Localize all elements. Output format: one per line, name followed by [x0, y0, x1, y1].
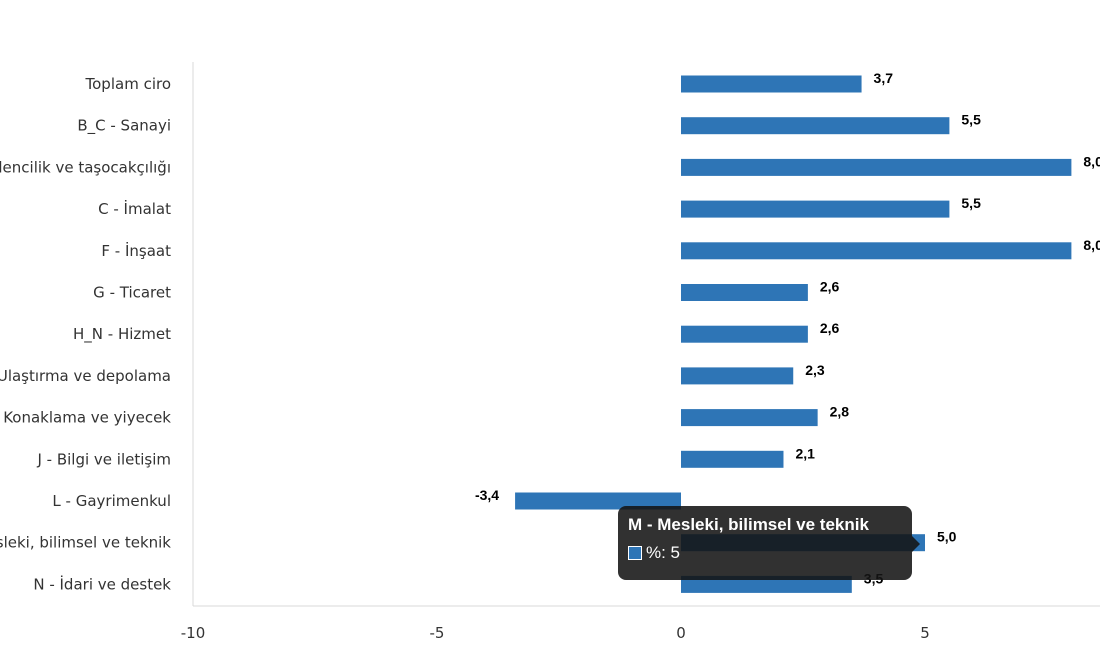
bar[interactable]	[681, 200, 950, 218]
x-tick-label: -10	[181, 624, 206, 642]
data-label: 2,1	[795, 445, 815, 461]
data-label: 3,7	[874, 70, 894, 86]
bar[interactable]	[681, 284, 808, 301]
category-label: N - İdari ve destek	[33, 574, 171, 593]
category-label: C - İmalat	[98, 199, 171, 218]
category-label: Toplam ciro	[85, 75, 171, 93]
category-label: G - Ticaret	[93, 284, 171, 302]
data-label: 2,6	[820, 320, 840, 336]
bar[interactable]	[681, 75, 862, 93]
category-label: M - Mesleki, bilimsel ve teknik	[0, 534, 171, 552]
x-tick-labels: -10 -5 0 5	[181, 624, 930, 642]
category-label: L - Gayrimenkul	[52, 492, 171, 510]
chart-tooltip: M - Mesleki, bilimsel ve teknik %: 5	[618, 506, 920, 580]
x-tick-label: 0	[676, 624, 686, 642]
category-labels: Toplam ciro B_C - Sanayi B - Madencilik ve…	[0, 75, 171, 593]
category-label: F - İnşaat	[101, 241, 171, 260]
data-label: -3,4	[475, 487, 499, 503]
data-label: 2,6	[820, 279, 840, 295]
data-label: 5,0	[937, 529, 957, 545]
bar[interactable]	[681, 450, 784, 468]
bar[interactable]	[681, 367, 794, 385]
data-label: 5,5	[961, 112, 981, 128]
bar[interactable]	[515, 492, 681, 510]
bar[interactable]	[681, 117, 950, 135]
category-label: B_C - Sanayi	[77, 117, 171, 136]
bar[interactable]	[681, 575, 852, 593]
data-label: 8,0	[1083, 153, 1100, 169]
bar[interactable]	[681, 325, 808, 343]
tooltip-row: %: 5	[628, 543, 902, 563]
bar[interactable]	[681, 409, 818, 427]
category-label: H - Ulaştırma ve depolama	[0, 367, 171, 385]
category-label: J - Bilgi ve iletişim	[36, 450, 171, 468]
data-label: 8,0	[1083, 237, 1100, 253]
bar[interactable]	[681, 158, 1072, 176]
tooltip-title: M - Mesleki, bilimsel ve teknik	[628, 515, 869, 534]
data-label: 5,5	[961, 195, 981, 211]
bar[interactable]	[681, 242, 1072, 260]
tooltip-series-value: %: 5	[646, 543, 681, 562]
tooltip-pointer	[912, 536, 920, 552]
category-label: H_N - Hizmet	[73, 325, 171, 344]
data-label: 2,8	[830, 404, 850, 420]
data-label: 2,3	[805, 362, 825, 378]
data-labels: 3,75,58,05,58,02,62,62,32,82,1-3,45,03,5	[475, 70, 1100, 586]
tooltip-series-swatch	[628, 546, 642, 560]
category-label: B - Madencilik ve taşocakçılığı	[0, 158, 171, 176]
x-tick-label: -5	[430, 624, 445, 642]
x-tick-label: 5	[920, 624, 930, 642]
category-label: I - Konaklama ve yiyecek	[0, 409, 171, 427]
